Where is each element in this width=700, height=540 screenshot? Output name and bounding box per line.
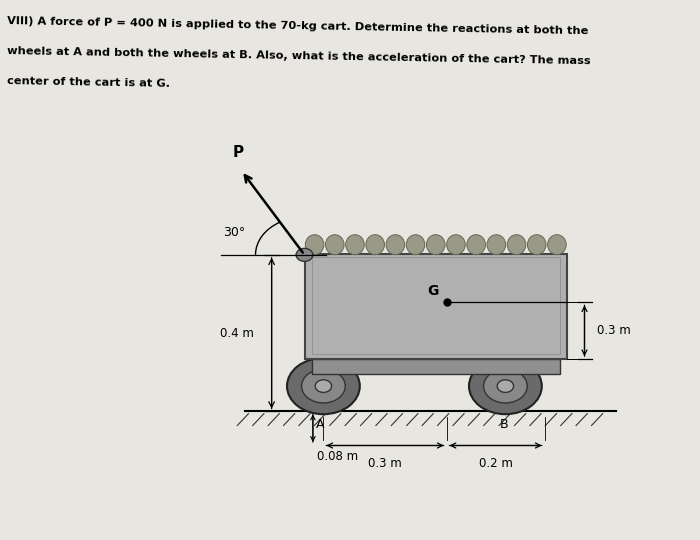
Ellipse shape bbox=[406, 235, 425, 255]
Text: VIII) A force of P = 400 N is applied to the 70-kg cart. Determine the reactions: VIII) A force of P = 400 N is applied to… bbox=[7, 16, 589, 36]
Text: 0.3 m: 0.3 m bbox=[597, 324, 631, 338]
Ellipse shape bbox=[302, 369, 345, 403]
Ellipse shape bbox=[326, 235, 344, 255]
Ellipse shape bbox=[508, 235, 526, 255]
Ellipse shape bbox=[315, 380, 332, 393]
Text: 30°: 30° bbox=[223, 226, 245, 239]
Ellipse shape bbox=[366, 235, 384, 255]
Text: A: A bbox=[316, 418, 325, 431]
Bar bbox=[304, 254, 567, 359]
Ellipse shape bbox=[305, 235, 324, 255]
Ellipse shape bbox=[447, 235, 466, 255]
Ellipse shape bbox=[287, 358, 360, 414]
Ellipse shape bbox=[426, 235, 445, 255]
Ellipse shape bbox=[484, 369, 527, 403]
Text: G: G bbox=[427, 284, 438, 298]
Ellipse shape bbox=[467, 235, 485, 255]
Text: 0.2 m: 0.2 m bbox=[479, 457, 512, 470]
Bar bbox=[312, 359, 560, 374]
Ellipse shape bbox=[487, 235, 505, 255]
Ellipse shape bbox=[346, 235, 364, 255]
Ellipse shape bbox=[527, 235, 546, 255]
Ellipse shape bbox=[386, 235, 405, 255]
Text: center of the cart is at G.: center of the cart is at G. bbox=[7, 76, 170, 89]
Text: P: P bbox=[232, 145, 244, 160]
Text: B: B bbox=[500, 418, 508, 431]
Ellipse shape bbox=[547, 235, 566, 255]
Text: 0.4 m: 0.4 m bbox=[220, 327, 254, 340]
Bar bbox=[312, 256, 560, 354]
Ellipse shape bbox=[497, 380, 514, 393]
Text: 0.3 m: 0.3 m bbox=[368, 457, 402, 470]
Circle shape bbox=[296, 248, 313, 261]
Text: wheels at A and both the wheels at B. Also, what is the acceleration of the cart: wheels at A and both the wheels at B. Al… bbox=[7, 46, 591, 66]
Text: 0.08 m: 0.08 m bbox=[317, 450, 358, 463]
Ellipse shape bbox=[469, 358, 542, 414]
